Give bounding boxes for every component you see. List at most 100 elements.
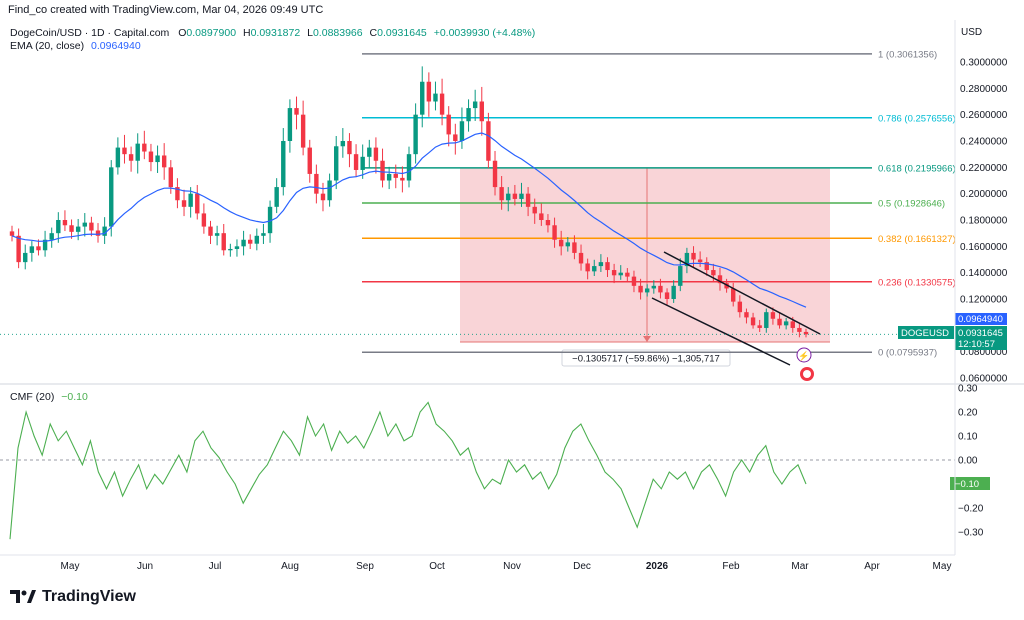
low-value: 0.0883966 [312, 27, 363, 39]
candle-body [757, 325, 762, 328]
price-axis: 0.3000000 0.2800000 0.2600000 0.2400000 0.22… [960, 58, 1008, 385]
candle-body [439, 93, 445, 115]
candle-body [459, 121, 465, 141]
price-tick-label: 0.1200000 [960, 295, 1008, 306]
candle-body [731, 288, 736, 302]
candle-body [611, 270, 617, 276]
lightning-event-icon [796, 347, 812, 363]
candle-body [585, 263, 590, 272]
candle-body [651, 285, 657, 289]
candle-body [241, 239, 246, 247]
candle-body [62, 220, 68, 226]
candle-body [638, 285, 643, 293]
candle-body [228, 248, 233, 251]
time-label: Oct [429, 561, 445, 572]
candle-body [29, 246, 35, 253]
price-tick-label: 0.1800000 [960, 216, 1008, 227]
high-label: H [242, 27, 251, 39]
low-label: L [307, 27, 313, 39]
candle-body [214, 233, 220, 236]
candle-body [506, 193, 511, 201]
channel-upper-line [663, 251, 821, 335]
fib-level-label: 0.786 (0.2576556) [878, 113, 956, 124]
candle-body [181, 200, 187, 207]
candle-body [267, 206, 273, 234]
candle-body [618, 272, 623, 276]
candle-body [334, 146, 339, 181]
cmf-tick-label: 0.20 [958, 408, 978, 419]
candle-body [777, 318, 782, 326]
candle-body [664, 292, 670, 299]
ema-price-tag [955, 313, 1007, 325]
candle-body [572, 242, 577, 253]
tv-logo-icon [10, 590, 36, 603]
cmf-pane: 0.30 0.20 0.10 0.00 −0.10 −0.20 −0.30 −0.10 [0, 384, 990, 540]
price-tick-label: 0.2800000 [960, 84, 1008, 95]
candle-body [307, 147, 312, 174]
candle-body [539, 213, 544, 220]
candle-body [109, 167, 114, 227]
candle-body [89, 222, 94, 231]
candles [9, 66, 809, 338]
candle-body [195, 193, 200, 214]
price-tick-label: 0.0800000 [960, 347, 1008, 358]
candle-body [433, 93, 438, 102]
candle-body [320, 193, 326, 201]
candle-body [420, 81, 425, 115]
symbol-name[interactable]: DogeCoin/USD · 1D · Capital.com [10, 27, 170, 39]
cmf-line [9, 401, 807, 540]
candle-body [545, 220, 551, 226]
time-axis: May Jun Jul Aug Sep Oct Nov Dec 2026 Feb Mar Apr May [0, 20, 1024, 572]
candle-body [75, 226, 81, 232]
lightning-glyph: ⚡ [798, 350, 809, 362]
candle-body [148, 151, 154, 163]
fib-level-label: 0.382 (0.1661327) [878, 234, 956, 245]
candle-body [558, 239, 564, 247]
candle-body [300, 114, 306, 148]
candle-body [492, 160, 498, 188]
candle-body [711, 270, 716, 276]
candle-body [353, 154, 359, 170]
candle-body [161, 155, 167, 168]
candle-body [578, 252, 584, 264]
candle-body [486, 121, 491, 161]
fib-level-label: 0.236 (0.1330575) [878, 277, 956, 288]
candle-body [472, 101, 478, 109]
candle-body [512, 193, 518, 199]
time-label: Nov [503, 561, 521, 572]
candle-body [234, 246, 240, 249]
candle-body [552, 225, 557, 240]
price-tick-label: 0.1400000 [960, 268, 1008, 279]
candle-body [16, 235, 21, 263]
candle-body [525, 193, 531, 207]
candle-body [592, 266, 597, 272]
candle-body [42, 239, 48, 251]
candle-body [797, 327, 802, 332]
fib-level-label: 0.5 (0.1928646) [878, 199, 945, 210]
candle-body [261, 233, 266, 236]
cmf-label[interactable]: CMF (20) [10, 391, 55, 403]
ema-label[interactable]: EMA (20, close) [10, 40, 85, 52]
time-label: Apr [864, 561, 880, 572]
candle-body [95, 230, 101, 236]
candle-body [188, 193, 193, 207]
candle-body [135, 143, 140, 161]
price-tick-label: 0.0600000 [960, 374, 1008, 385]
candle-body [386, 173, 392, 181]
candle-body [446, 114, 451, 135]
candle-body [684, 252, 690, 267]
candle-body [724, 283, 729, 289]
candle-body [274, 187, 279, 207]
candle-body [201, 213, 207, 227]
ema-legend: EMA (20, close) 0.0964940 [10, 40, 141, 52]
tradingview-logo[interactable]: TradingView [10, 588, 136, 606]
time-label: Mar [791, 561, 809, 572]
currency-label[interactable]: USD [961, 27, 983, 38]
candle-body [155, 155, 160, 163]
countdown-tag-text: 12:10:57 [958, 339, 995, 350]
candle-body [645, 288, 650, 293]
time-label: Feb [722, 561, 740, 572]
time-label: Jun [137, 561, 153, 572]
